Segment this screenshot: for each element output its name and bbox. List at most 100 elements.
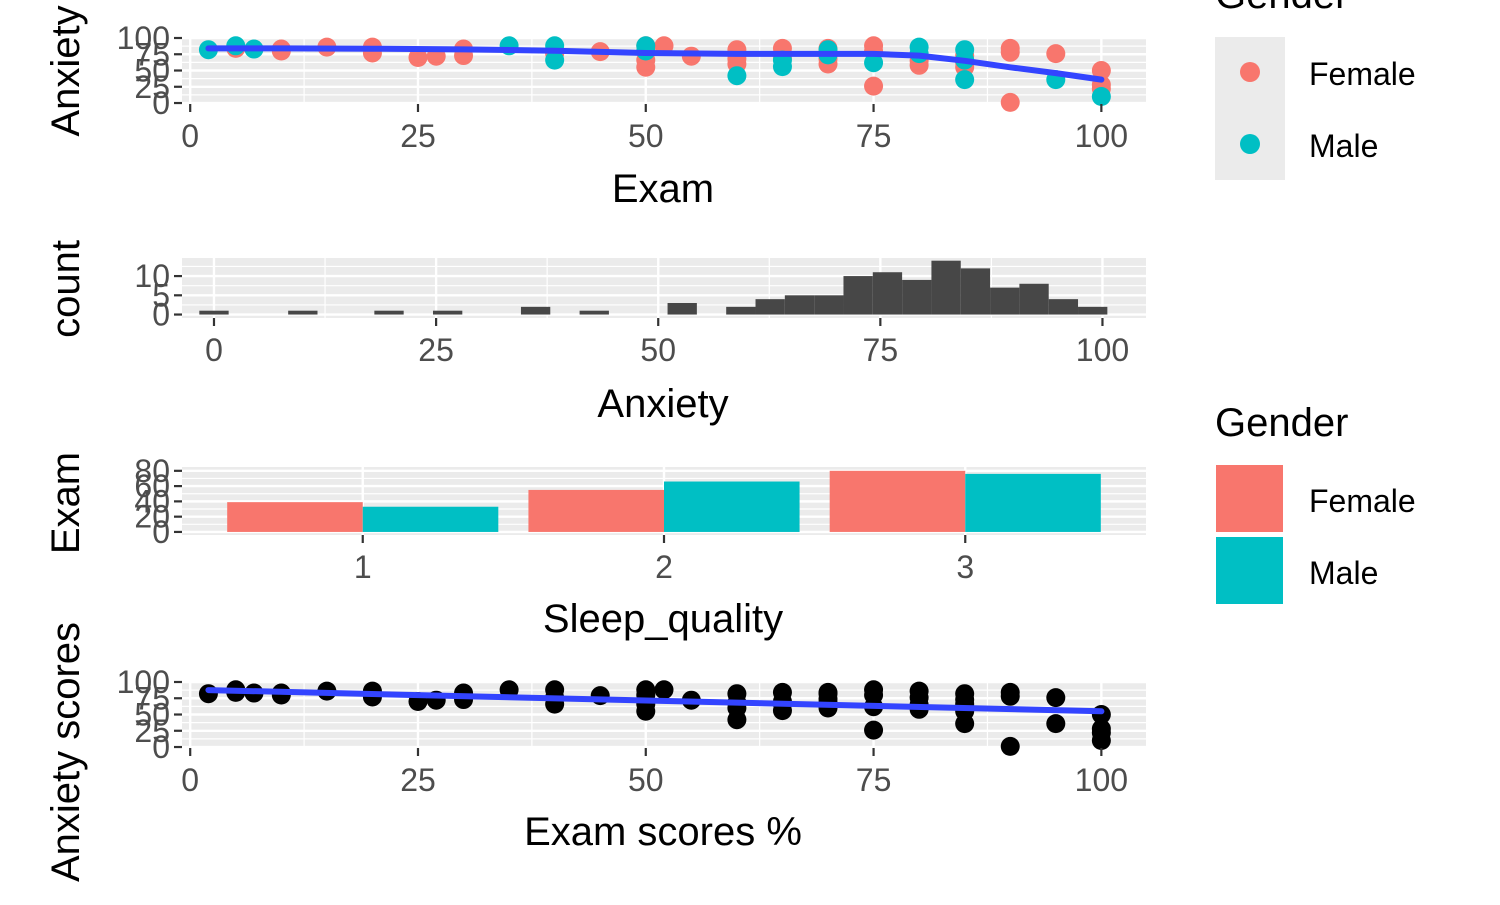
histogram-bar	[872, 272, 903, 315]
scatter-all-point	[1046, 688, 1066, 708]
bars-legend-male-label: Male	[1309, 555, 1378, 591]
histogram-bar	[520, 306, 551, 315]
histogram-bar	[579, 310, 609, 315]
scatter-all-point	[1000, 686, 1020, 706]
scatter-gender-point-female	[1046, 44, 1066, 64]
scatter-gender-point-female	[1000, 42, 1020, 62]
histogram-y-axis-label: count	[44, 240, 88, 338]
scatter-all-x-tick-label: 75	[856, 762, 892, 798]
sleep-bars-y-tick-label: 80	[134, 453, 170, 489]
scatter-gender-y-axis-label: Anxiety	[44, 5, 88, 136]
scatter-gender-x-axis-label: Exam	[612, 167, 714, 211]
histogram-bar	[1019, 283, 1049, 315]
scatter-gender-point-male	[1091, 87, 1111, 107]
scatter-all-y-tick-label: 50	[134, 697, 170, 733]
scatter-all-point	[864, 720, 884, 740]
scatter-gender-point-female	[408, 48, 428, 68]
points-legend-female-key	[1240, 62, 1260, 82]
bars-legend-female-key	[1216, 465, 1283, 532]
histogram-bar	[667, 303, 697, 315]
scatter-all-y-tick-label: 100	[117, 664, 170, 700]
gender-bars-legend: Gender Female Male	[1215, 401, 1416, 604]
histogram-x-axis-label: Anxiety	[597, 382, 728, 426]
scatter-all-point	[1091, 731, 1111, 751]
histogram-bar	[1048, 299, 1079, 315]
scatter-all-point	[198, 684, 218, 704]
scatter-all-point	[636, 701, 656, 721]
scatter-all-point	[1046, 714, 1066, 734]
scatter-gender-y-tick-label: 75	[134, 36, 170, 72]
scatter-gender-x-tick-label: 25	[400, 118, 436, 154]
scatter-gender-y-tick-label: 0	[152, 85, 170, 121]
sleep-bars-x-tick-label: 3	[956, 549, 974, 585]
histogram-bar	[374, 310, 404, 315]
bars-legend-male-key	[1216, 537, 1283, 604]
scatter-gender-marks	[198, 36, 1111, 112]
scatter-all-point	[1000, 736, 1020, 756]
histogram-bar	[814, 295, 844, 315]
histogram-bar	[1078, 306, 1108, 315]
sleep-bars-y-tick-label: 20	[134, 499, 170, 535]
sleep-bars-y-tick-label: 0	[152, 514, 170, 550]
histogram-x-tick-label: 0	[205, 332, 223, 368]
bars-legend-title: Gender	[1215, 401, 1348, 445]
histogram-marks	[199, 260, 1108, 315]
scatter-gender-point-male	[955, 70, 975, 90]
scatter-gender-x-tick-label: 0	[181, 118, 199, 154]
histogram-x-tick-label: 75	[863, 332, 899, 368]
scatter-all-y-tick-label: 25	[134, 713, 170, 749]
scatter-all-x-tick-label: 50	[628, 762, 664, 798]
histogram-bar	[931, 260, 961, 315]
histogram-bar	[902, 279, 932, 315]
scatter-all-y-tick-label: 75	[134, 680, 170, 716]
scatter-gender-y-tick-label: 100	[117, 20, 170, 56]
scatter-all-point	[955, 714, 975, 734]
scatter-gender-point-female	[1091, 61, 1111, 81]
scatter-gender-x-tick-label: 50	[628, 118, 664, 154]
points-legend-title: Gender	[1215, 0, 1348, 17]
scatter-all-x-axis-label: Exam scores %	[524, 810, 802, 854]
scatter-all-point	[818, 698, 838, 718]
histogram-x-tick-label: 100	[1076, 332, 1129, 368]
points-legend-female-label: Female	[1309, 56, 1416, 92]
sleep-bar-female	[528, 489, 664, 532]
scatter-all-marks	[198, 680, 1111, 756]
sleep-bars-x-axis-label: Sleep_quality	[543, 597, 783, 641]
bars-legend-female-label: Female	[1309, 483, 1416, 519]
scatter-all-smooth-line	[205, 687, 1105, 715]
scatter-all-x-tick-label: 100	[1075, 762, 1128, 798]
histogram-bar	[288, 310, 318, 315]
histogram-bar	[784, 295, 815, 315]
histogram-bar	[199, 310, 229, 315]
scatter-all-x-tick-label: 25	[400, 762, 436, 798]
scatter-gender-point-male	[545, 50, 565, 70]
scatter-gender-point-male	[727, 66, 747, 86]
sleep-bars-y-tick-label: 60	[134, 468, 170, 504]
scatter-gender-point-female	[864, 76, 884, 96]
points-legend-key-background	[1215, 37, 1285, 180]
histogram-y-tick-label: 10	[134, 258, 170, 294]
histogram-bar	[960, 268, 991, 315]
scatter-gender-point-female	[636, 57, 656, 77]
sleep-bar-male	[362, 506, 499, 532]
scatter-gender-x-tick-label: 75	[856, 118, 892, 154]
scatter-all-point	[454, 690, 474, 710]
scatter-gender-smooth-line	[205, 45, 1105, 83]
histogram-x-tick-label: 50	[640, 332, 676, 368]
scatter-all-point	[654, 680, 674, 700]
histogram-y-tick-label: 5	[152, 277, 170, 313]
histogram-x-tick-label: 25	[418, 332, 454, 368]
sleep-bar-female	[829, 470, 966, 532]
sleep-bars-y-tick-label: 40	[134, 483, 170, 519]
histogram-bar	[432, 310, 463, 315]
scatter-all-point	[727, 710, 747, 730]
